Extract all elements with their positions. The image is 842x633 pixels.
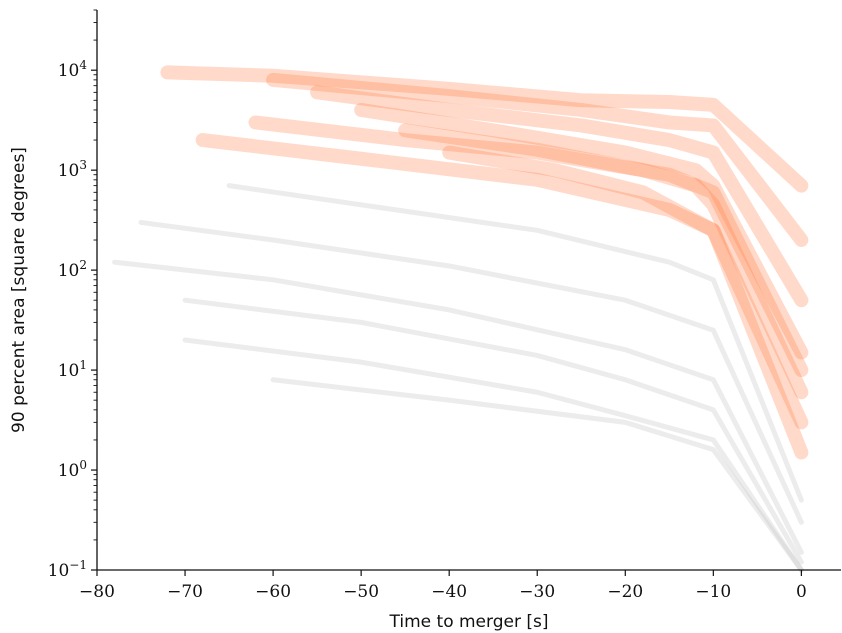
x-tick-label: −20: [607, 582, 643, 602]
series-line: [442, 145, 809, 430]
y-axis-label: 90 percent area [square degrees]: [9, 147, 29, 433]
y-axis-ticks: 10−1 100 101 102 103 104: [48, 9, 97, 581]
x-tick-label: −50: [343, 582, 379, 602]
series-line: [398, 123, 809, 400]
y-tick-label: 104: [58, 58, 88, 81]
y-tick-label: 103: [58, 158, 87, 181]
series-line: [195, 133, 809, 460]
x-axis-label: Time to merger [s]: [389, 612, 549, 632]
x-axis-ticks: −80 −70 −60 −50 −40 −30 −20 −10 0: [79, 570, 807, 602]
series-lines: [112, 65, 809, 573]
series-line: [248, 115, 809, 378]
series-line: [226, 183, 804, 503]
series-line: [182, 297, 804, 565]
y-tick-label: 10−1: [48, 558, 87, 581]
x-tick-label: −30: [519, 582, 555, 602]
series-line: [182, 337, 804, 573]
series-line: [138, 219, 804, 525]
series-line: [310, 85, 809, 308]
y-tick-label: 100: [58, 458, 87, 481]
series-line: [354, 102, 809, 360]
x-tick-label: −40: [431, 582, 467, 602]
x-tick-label: −80: [79, 582, 115, 602]
y-tick-label: 102: [58, 258, 87, 281]
x-tick-label: −70: [167, 582, 203, 602]
series-line: [112, 259, 804, 555]
series-line: [160, 65, 809, 193]
x-tick-label: 0: [796, 582, 807, 602]
x-tick-label: −10: [695, 582, 731, 602]
y-tick-label: 101: [58, 358, 87, 381]
series-line: [266, 72, 809, 248]
series-line: [270, 377, 804, 573]
x-tick-label: −60: [255, 582, 291, 602]
